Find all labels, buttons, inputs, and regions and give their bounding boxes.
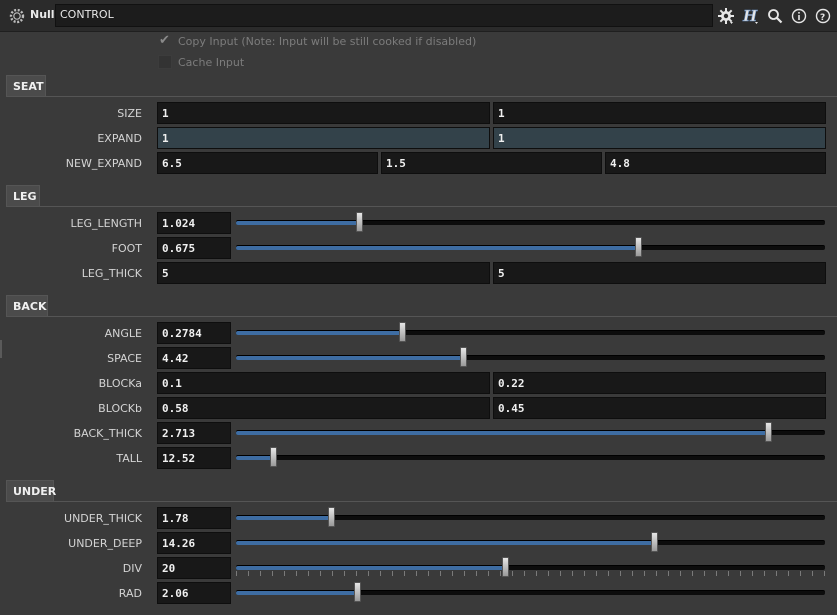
pane-resize-mark[interactable]: [0, 340, 2, 358]
slider-handle[interactable]: [460, 347, 467, 367]
param-label-size: SIZE: [117, 107, 142, 120]
header-divider: [0, 31, 837, 32]
param-label-new-expand: NEW_EXPAND: [65, 157, 142, 170]
param-label-tall: TALL: [116, 452, 142, 465]
cache-input-checkbox[interactable]: [158, 55, 172, 69]
blocka-field-1[interactable]: 0.1: [157, 372, 490, 394]
blockb-field-1[interactable]: 0.58: [157, 397, 490, 419]
foot-field[interactable]: 0.675: [157, 237, 231, 259]
param-label-expand: EXPAND: [97, 132, 142, 145]
blockb-field-2[interactable]: 0.45: [493, 397, 826, 419]
under-thick-field[interactable]: 1.78: [157, 507, 231, 529]
rad-slider[interactable]: [236, 582, 825, 602]
checkmark-icon: ✔: [159, 33, 170, 48]
param-label-blocka: BLOCKa: [98, 377, 142, 390]
param-label-space: SPACE: [107, 352, 142, 365]
section-divider: [6, 206, 837, 207]
tall-slider[interactable]: [236, 447, 825, 467]
angle-field[interactable]: 0.2784: [157, 322, 231, 344]
help-icon[interactable]: ?: [813, 6, 833, 26]
div-slider[interactable]: [236, 557, 825, 577]
slider-handle[interactable]: [356, 212, 363, 232]
slider-fill: [236, 431, 768, 435]
svg-text:?: ?: [820, 13, 825, 23]
angle-slider[interactable]: [236, 322, 825, 342]
section-divider: [6, 501, 837, 502]
magnifier-icon[interactable]: [765, 6, 785, 26]
size-field-1[interactable]: 1: [157, 102, 490, 124]
section-divider: [6, 96, 837, 97]
slider-fill: [236, 591, 357, 595]
param-label-angle: ANGLE: [104, 327, 142, 340]
under-deep-slider[interactable]: [236, 532, 825, 552]
slider-handle[interactable]: [354, 582, 361, 602]
slider-fill: [236, 541, 654, 545]
size-field-2[interactable]: 1: [493, 102, 826, 124]
tab-under[interactable]: UNDER: [6, 480, 56, 501]
svg-text:H: H: [742, 7, 758, 25]
slider-handle[interactable]: [502, 557, 509, 577]
param-label-leg-length: LEG_LENGTH: [70, 217, 142, 230]
slider-fill: [236, 356, 463, 360]
new-expand-field-3[interactable]: 4.8: [605, 152, 826, 174]
slider-fill: [236, 246, 638, 250]
copy-input-label: Copy Input (Note: Input will be still co…: [178, 35, 477, 48]
new-expand-field-2[interactable]: 1.5: [381, 152, 602, 174]
slider-fill: [236, 221, 359, 225]
info-icon[interactable]: [789, 6, 809, 26]
foot-slider[interactable]: [236, 237, 825, 257]
slider-ticks: [236, 571, 825, 576]
slider-fill: [236, 331, 402, 335]
gear-icon[interactable]: [716, 6, 736, 26]
under-deep-field[interactable]: 14.26: [157, 532, 231, 554]
leg-thick-field-2[interactable]: 5: [493, 262, 826, 284]
param-label-rad: RAD: [118, 587, 142, 600]
section-divider: [6, 316, 837, 317]
copy-input-checkbox[interactable]: ✔: [158, 33, 172, 48]
blocka-field-2[interactable]: 0.22: [493, 372, 826, 394]
node-name-field[interactable]: CONTROL: [55, 4, 713, 27]
div-field[interactable]: 20: [157, 557, 231, 579]
expand-field-2[interactable]: 1: [493, 127, 826, 149]
node-header: Null CONTROL H: [0, 0, 837, 31]
slider-handle[interactable]: [328, 507, 335, 527]
tall-field[interactable]: 12.52: [157, 447, 231, 469]
node-gear-icon[interactable]: [9, 8, 25, 24]
param-label-foot: FOOT: [111, 242, 142, 255]
param-label-leg-thick: LEG_THICK: [81, 267, 142, 280]
tab-seat[interactable]: SEAT: [6, 75, 46, 96]
slider-fill: [236, 566, 505, 570]
slider-handle[interactable]: [270, 447, 277, 467]
slider-fill: [236, 456, 273, 460]
slider-handle[interactable]: [651, 532, 658, 552]
rad-field[interactable]: 2.06: [157, 582, 231, 604]
new-expand-field-1[interactable]: 6.5: [157, 152, 378, 174]
space-slider[interactable]: [236, 347, 825, 367]
tab-back[interactable]: BACK: [6, 295, 48, 316]
slider-handle[interactable]: [635, 237, 642, 257]
tab-leg[interactable]: LEG: [6, 185, 40, 206]
expand-field-1[interactable]: 1: [157, 127, 490, 149]
slider-handle[interactable]: [765, 422, 772, 442]
param-label-under-deep: UNDER_DEEP: [68, 537, 142, 550]
leg-length-field[interactable]: 1.024: [157, 212, 231, 234]
param-label-div: DIV: [122, 562, 142, 575]
cache-input-label: Cache Input: [178, 56, 245, 69]
node-type-label: Null: [30, 8, 55, 21]
param-label-back-thick: BACK_THICK: [73, 427, 142, 440]
under-thick-slider[interactable]: [236, 507, 825, 527]
param-label-blockb: BLOCKb: [98, 402, 142, 415]
back-thick-slider[interactable]: [236, 422, 825, 442]
param-label-under-thick: UNDER_THICK: [64, 512, 142, 525]
houdini-help-h-icon[interactable]: H: [741, 6, 761, 26]
slider-fill: [236, 516, 331, 520]
back-thick-field[interactable]: 2.713: [157, 422, 231, 444]
leg-thick-field-1[interactable]: 5: [157, 262, 490, 284]
slider-handle[interactable]: [399, 322, 406, 342]
leg-length-slider[interactable]: [236, 212, 825, 232]
space-field[interactable]: 4.42: [157, 347, 231, 369]
